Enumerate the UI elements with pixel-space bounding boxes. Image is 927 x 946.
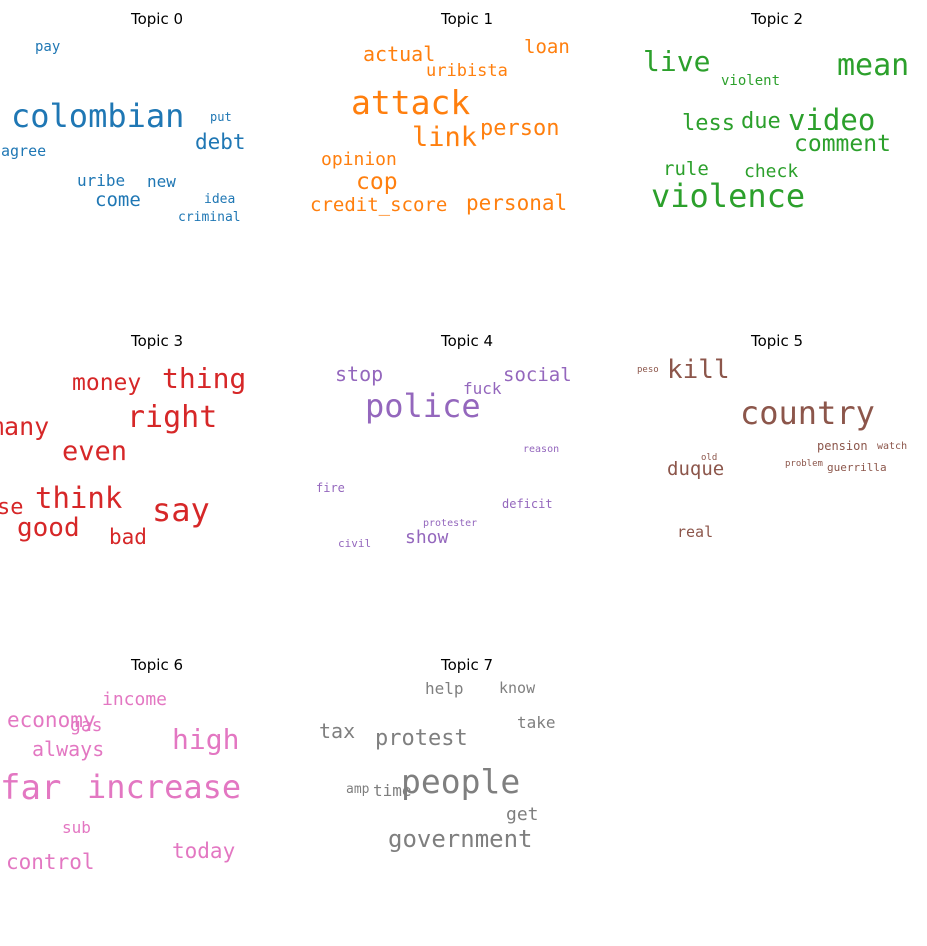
word-colombian: colombian <box>11 97 185 135</box>
word-protest: protest <box>375 726 468 751</box>
word-get: get <box>506 804 539 825</box>
word-watch: watch <box>877 441 908 452</box>
word-sub: sub <box>62 818 91 837</box>
word-opinion: opinion <box>321 149 397 170</box>
word-idea: idea <box>204 192 236 207</box>
word-increase: increase <box>87 768 242 806</box>
word-agree: agree <box>1 142 47 160</box>
word-come: come <box>95 189 141 211</box>
word-government: government <box>388 825 533 853</box>
wordcloud-panel-topic-7: Topic 7 help know take tax protest amp time peop… <box>307 646 627 946</box>
word-stop: stop <box>335 362 384 386</box>
wordcloud-panel-topic-5: Topic 5 peso kill country pension watch old duq… <box>617 322 927 622</box>
word-show: show <box>405 527 449 548</box>
word-cop: cop <box>356 169 398 195</box>
word-due: due <box>741 109 781 134</box>
word-good: good <box>17 513 80 543</box>
word-check: check <box>744 161 799 182</box>
panel-title: Topic 7 <box>440 656 494 674</box>
word-right: right <box>127 400 218 435</box>
wordcloud-panel-topic-1: Topic 1 actual loan uribista attack link perso… <box>307 0 627 300</box>
word-link: link <box>412 122 478 153</box>
word-always: always <box>32 737 105 761</box>
word-problem: problem <box>785 459 823 469</box>
word-far: far <box>0 768 62 808</box>
word-amp: amp <box>346 782 370 797</box>
word-put: put <box>210 110 232 124</box>
word-pension: pension <box>817 439 868 453</box>
panel-title: Topic 2 <box>750 10 804 28</box>
word-control: control <box>6 850 95 874</box>
word-mean: mean <box>837 48 910 83</box>
word-uribista: uribista <box>426 61 508 81</box>
word-debt: debt <box>195 130 246 154</box>
word-rule: rule <box>663 158 709 180</box>
word-people: people <box>401 762 521 801</box>
word-income: income <box>102 689 168 710</box>
wordcloud-panel-topic-2: Topic 2 live violent mean less due video commen… <box>617 0 927 300</box>
word-pay: pay <box>35 39 61 55</box>
word-reason: reason <box>523 444 560 455</box>
word-think: think <box>35 481 123 515</box>
word-civil: civil <box>338 537 372 550</box>
word-take: take <box>517 713 556 732</box>
word-video: video <box>788 103 876 137</box>
panel-title: Topic 4 <box>440 332 494 350</box>
word-high: high <box>172 723 240 756</box>
word-old: old <box>701 453 718 463</box>
word-social: social <box>503 364 572 386</box>
word-police: police <box>365 387 481 425</box>
word-se: se <box>0 495 24 520</box>
word-comment: comment <box>794 131 891 157</box>
panel-title: Topic 5 <box>750 332 804 350</box>
word-protester: protester <box>423 518 478 529</box>
word-fuck: fuck <box>463 379 502 398</box>
word-thing: thing <box>162 362 247 395</box>
word-personal: personal <box>466 191 568 215</box>
word-economy: economy <box>7 708 96 732</box>
word-real: real <box>677 523 714 541</box>
word-gas: gas <box>70 715 103 736</box>
wordcloud-panel-topic-4: Topic 4 stop social fuck police reason fire def… <box>307 322 627 622</box>
word-money: money <box>72 370 142 396</box>
word-actual: actual <box>363 42 436 66</box>
word-kill: kill <box>667 355 730 385</box>
wordcloud-panel-topic-0: Topic 0 pay colombian put agree debt uribe new c… <box>0 0 317 300</box>
word-help: help <box>425 679 464 698</box>
word-say: say <box>152 491 210 529</box>
wordcloud-panel-topic-6: Topic 6 income economy gas always high far incr… <box>0 646 317 946</box>
word-deficit: deficit <box>502 497 553 511</box>
panel-title: Topic 0 <box>130 10 184 28</box>
word-credit-score: credit_score <box>310 194 448 216</box>
word-fire: fire <box>316 481 345 495</box>
word-many: many <box>0 412 50 441</box>
word-attack: attack <box>351 83 471 122</box>
panel-title: Topic 1 <box>440 10 494 28</box>
word-violence: violence <box>651 177 806 215</box>
word-country: country <box>740 394 875 432</box>
word-peso: peso <box>637 365 659 375</box>
word-know: know <box>499 679 536 697</box>
word-criminal: criminal <box>178 210 241 225</box>
word-less: less <box>682 111 735 136</box>
word-guerrilla: guerrilla <box>827 461 887 474</box>
word-even: even <box>62 436 128 467</box>
word-person: person <box>480 116 560 141</box>
word-duque: duque <box>667 458 725 480</box>
word-uribe: uribe <box>77 171 126 190</box>
word-time: time <box>373 781 412 800</box>
word-today: today <box>172 839 236 863</box>
word-violent: violent <box>721 73 781 89</box>
panel-title: Topic 3 <box>130 332 184 350</box>
word-live: live <box>643 45 711 78</box>
word-tax: tax <box>319 719 356 743</box>
word-new: new <box>147 172 176 191</box>
word-bad: bad <box>109 525 147 549</box>
wordcloud-panel-topic-3: Topic 3 money thing right many even think say go… <box>0 322 317 622</box>
panel-title: Topic 6 <box>130 656 184 674</box>
word-loan: loan <box>524 36 570 58</box>
